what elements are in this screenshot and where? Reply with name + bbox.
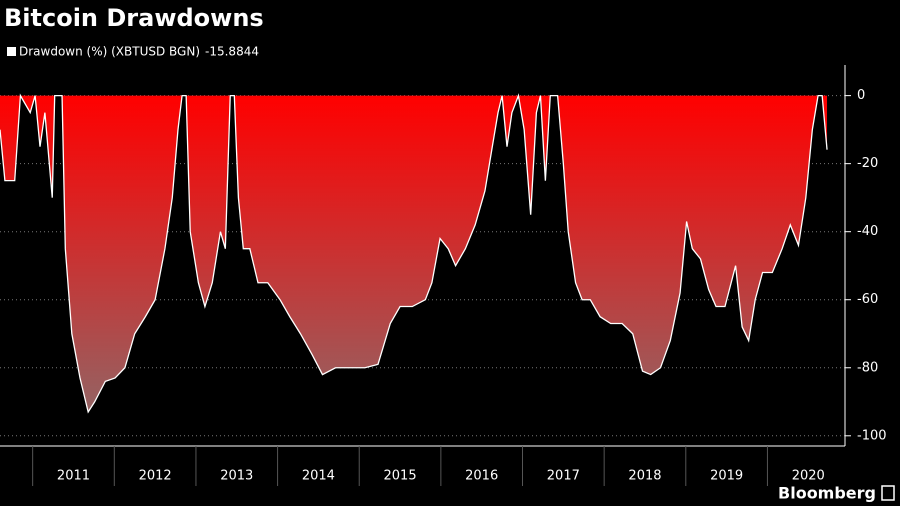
legend-label: Drawdown (%) (XBTUSD BGN) — [19, 45, 200, 59]
y-tick-label: -40 — [857, 224, 878, 239]
area-fill — [0, 95, 828, 412]
x-tick-label: 2013 — [220, 469, 253, 484]
drawdown-line — [0, 93, 828, 414]
x-tick-label: 2011 — [57, 469, 90, 484]
legend-value: -15.8844 — [205, 45, 259, 59]
y-tick-label: -60 — [857, 292, 878, 307]
y-tick-label: -20 — [857, 156, 878, 171]
y-tick-label: -80 — [857, 360, 878, 375]
y-tick-label: 0 — [857, 88, 865, 103]
logo-icon — [881, 485, 895, 501]
legend-swatch — [7, 47, 16, 56]
chart-title: Bitcoin Drawdowns — [4, 4, 264, 32]
x-tick-label: 2018 — [628, 469, 661, 484]
x-tick-label: 2019 — [710, 469, 743, 484]
source-logo: Bloomberg — [778, 484, 876, 503]
x-tick-label: 2017 — [547, 469, 580, 484]
y-tick-label: -100 — [857, 428, 887, 443]
x-tick-label: 2020 — [792, 469, 825, 484]
x-tick-label: 2014 — [302, 469, 335, 484]
x-tick-label: 2015 — [384, 469, 417, 484]
x-tick-label: 2016 — [465, 469, 498, 484]
x-tick-label: 2012 — [139, 469, 172, 484]
